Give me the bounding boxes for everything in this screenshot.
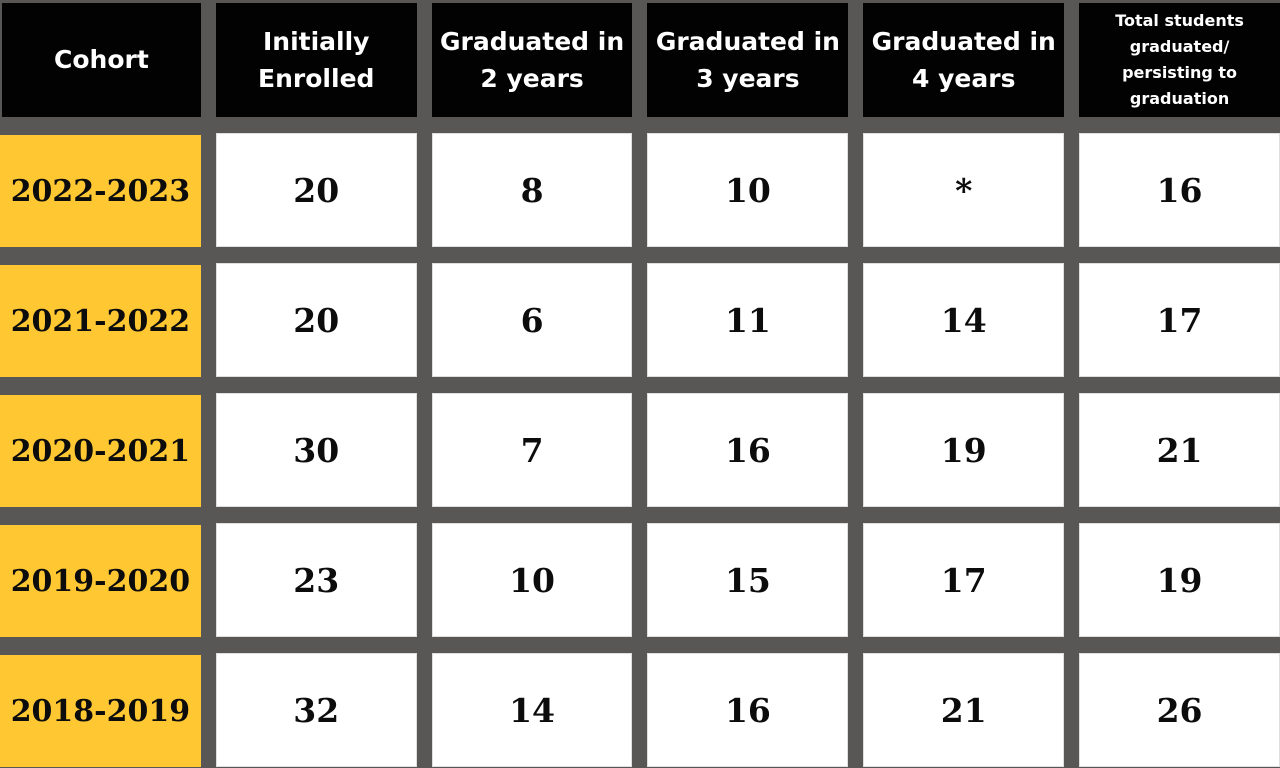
value-cell-2022-2023-total-graduated-persisting: 16 [1079, 133, 1280, 247]
column-header-initially-enrolled: Initially Enrolled [215, 3, 417, 117]
value-cell-2020-2021-graduated-2-years: 7 [431, 393, 633, 507]
cohort-cell-2018-2019: 2018-2019 [0, 655, 201, 767]
cohort-cell-2020-2021: 2020-2021 [0, 395, 201, 507]
column-header-graduated-4-years: Graduated in 4 years [863, 3, 1065, 117]
column-header-graduated-3-years: Graduated in 3 years [647, 3, 849, 117]
value-cell-2021-2022-graduated-4-years: 14 [863, 263, 1065, 377]
value-cell-2021-2022-graduated-3-years: 11 [647, 263, 849, 377]
cohort-cell-2021-2022: 2021-2022 [0, 265, 201, 377]
cohort-cell-2022-2023: 2022-2023 [0, 135, 201, 247]
value-cell-2018-2019-graduated-2-years: 14 [431, 653, 633, 767]
column-header-total-graduated-persisting: Total students graduated/ persisting to … [1079, 3, 1280, 117]
value-cell-2022-2023-graduated-3-years: 10 [647, 133, 849, 247]
column-header-cohort: Cohort [2, 3, 201, 117]
value-cell-2022-2023-initially-enrolled: 20 [215, 133, 417, 247]
value-cell-2021-2022-initially-enrolled: 20 [215, 263, 417, 377]
value-cell-2021-2022-total-graduated-persisting: 17 [1079, 263, 1280, 377]
value-cell-2018-2019-graduated-3-years: 16 [647, 653, 849, 767]
value-cell-2019-2020-initially-enrolled: 23 [215, 523, 417, 637]
value-cell-2020-2021-graduated-3-years: 16 [647, 393, 849, 507]
value-cell-2019-2020-graduated-3-years: 15 [647, 523, 849, 637]
value-cell-2019-2020-graduated-2-years: 10 [431, 523, 633, 637]
value-cell-2022-2023-graduated-4-years: * [863, 133, 1065, 247]
value-cell-2018-2019-total-graduated-persisting: 26 [1079, 653, 1280, 767]
value-cell-2018-2019-graduated-4-years: 21 [863, 653, 1065, 767]
value-cell-2022-2023-graduated-2-years: 8 [431, 133, 633, 247]
value-cell-2018-2019-initially-enrolled: 32 [215, 653, 417, 767]
cohort-cell-2019-2020: 2019-2020 [0, 525, 201, 637]
column-header-graduated-2-years: Graduated in 2 years [431, 3, 633, 117]
value-cell-2020-2021-initially-enrolled: 30 [215, 393, 417, 507]
value-cell-2019-2020-total-graduated-persisting: 19 [1079, 523, 1280, 637]
value-cell-2019-2020-graduated-4-years: 17 [863, 523, 1065, 637]
value-cell-2021-2022-graduated-2-years: 6 [431, 263, 633, 377]
value-cell-2020-2021-total-graduated-persisting: 21 [1079, 393, 1280, 507]
value-cell-2020-2021-graduated-4-years: 19 [863, 393, 1065, 507]
